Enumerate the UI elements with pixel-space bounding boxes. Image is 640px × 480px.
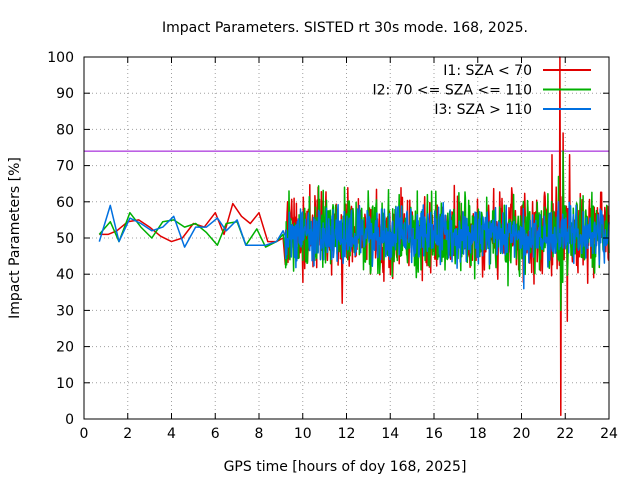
x-tick-label: 20 xyxy=(513,426,531,442)
x-tick-label: 24 xyxy=(600,426,618,442)
y-tick-label: 90 xyxy=(56,86,74,102)
y-axis-label: Impact Parameters [%] xyxy=(7,157,23,319)
x-tick-label: 16 xyxy=(425,426,443,442)
series-line-3 xyxy=(98,201,610,290)
y-tick-label: 70 xyxy=(56,159,74,175)
y-tick-label: 50 xyxy=(56,231,74,247)
y-tick-label: 40 xyxy=(56,267,74,283)
x-tick-label: 14 xyxy=(381,426,399,442)
legend-label-3: I3: SZA > 110 xyxy=(434,102,532,118)
y-tick-label: 100 xyxy=(47,50,74,66)
x-tick-label: 22 xyxy=(556,426,574,442)
y-tick-label: 30 xyxy=(56,303,74,319)
y-tick-label: 20 xyxy=(56,340,74,356)
x-tick-label: 10 xyxy=(294,426,312,442)
legend-label-1: I1: SZA < 70 xyxy=(443,63,532,79)
legend: I1: SZA < 70 I2: 70 <= SZA <= 110 I3: SZA … xyxy=(372,63,591,118)
x-tick-label: 0 xyxy=(80,426,89,442)
plot-series xyxy=(98,56,610,417)
y-tick-label: 0 xyxy=(65,412,74,428)
x-axis-label: GPS time [hours of doy 168, 2025] xyxy=(224,459,467,475)
y-tick-label: 10 xyxy=(56,376,74,392)
y-tick-label: 80 xyxy=(56,122,74,138)
x-tick-label: 4 xyxy=(167,426,176,442)
x-tick-label: 6 xyxy=(211,426,220,442)
x-tick-label: 2 xyxy=(123,426,132,442)
x-tick-label: 18 xyxy=(469,426,487,442)
x-tick-label: 12 xyxy=(338,426,356,442)
x-tick-label: 8 xyxy=(255,426,264,442)
legend-label-2: I2: 70 <= SZA <= 110 xyxy=(372,83,532,99)
axis-ticks: 0 2 4 6 8 10 12 14 16 18 20 22 240102030405060708090… xyxy=(47,50,618,442)
chart-title: Impact Parameters. SISTED rt 30s mode. 1… xyxy=(162,20,528,36)
y-tick-label: 60 xyxy=(56,195,74,211)
